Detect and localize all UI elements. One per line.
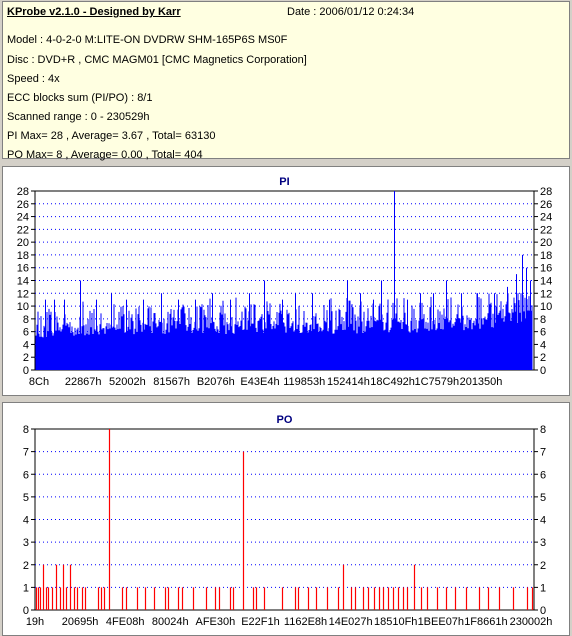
app-title: KProbe v2.1.0 - Designed by Karr (7, 6, 181, 18)
info-model: Model : 4-0-2-0 M:LITE-ON DVDRW SHM-165P… (7, 34, 288, 46)
po-ytick-label-left: 1 (23, 582, 29, 594)
po-xtick-label: 14E027h (329, 616, 373, 628)
disc-info-panel: KProbe v2.1.0 - Designed by Karr Date : … (2, 1, 570, 161)
pi-ytick-label-right: 20 (540, 237, 552, 249)
pi-ytick-label-left: 20 (17, 237, 29, 249)
pi-ytick-label-left: 18 (17, 250, 29, 262)
info-speed: Speed : 4x (7, 73, 60, 85)
po-ytick-label-right: 1 (540, 582, 546, 594)
po-xtick-label: 19h (26, 616, 44, 628)
pi-xtick-label: 18C492h (370, 376, 415, 388)
po-chart-panel: PO 0 0 1 1 2 2 3 3 4 4 5 5 6 6 7 7 8 8 19h 20695h 4FE08h 80024… (2, 402, 570, 636)
info-po-stats: PO Max= 8 , Average= 0.00 , Total= 404 (7, 149, 203, 161)
pi-ytick-label-left: 8 (23, 314, 29, 326)
po-xtick-label: 4FE08h (106, 616, 145, 628)
po-xtick-label: 80024h (152, 616, 189, 628)
po-xtick-label: 18510Fh (374, 616, 417, 628)
pi-xtick-label: E43E4h (240, 376, 279, 388)
po-ytick-label-right: 0 (540, 605, 546, 617)
pi-ytick-label-left: 2 (23, 352, 29, 364)
pi-xtick-label: 119853h (283, 376, 325, 388)
pi-ytick-label-left: 22 (17, 224, 29, 236)
po-ytick-label-left: 0 (23, 605, 29, 617)
pi-ytick-label-right: 16 (540, 263, 552, 275)
pi-ytick-label-right: 12 (540, 288, 552, 300)
po-ytick-label-left: 4 (23, 515, 29, 527)
po-ytick-label-right: 7 (540, 447, 546, 459)
pi-ytick-label-right: 24 (540, 212, 552, 224)
po-ytick-label-left: 6 (23, 469, 29, 481)
po-xtick-label: E22F1h (241, 616, 280, 628)
pi-chart-panel: PI 0 0 2 2 4 4 6 6 8 8 10 10 12 12 14 14 16 16 18 18 20 20 22 22… (2, 166, 570, 396)
pi-ytick-label-right: 18 (540, 250, 552, 262)
pi-ytick-label-right: 22 (540, 224, 552, 236)
pi-ytick-label-left: 10 (17, 301, 29, 313)
pi-ytick-label-right: 26 (540, 199, 552, 211)
po-xtick-label: 230002h (510, 616, 553, 628)
pi-ytick-label-right: 28 (540, 186, 552, 198)
pi-xtick-label: 22867h (65, 376, 102, 388)
po-chart-title: PO (277, 414, 293, 426)
pi-ytick-label-left: 12 (17, 288, 29, 300)
pi-xtick-label: 1C7579h (414, 376, 459, 388)
po-ytick-label-left: 8 (23, 424, 29, 436)
po-ytick-label-right: 5 (540, 492, 546, 504)
pi-xtick-label: 152414h (327, 376, 370, 388)
pi-xtick-label: 52002h (109, 376, 146, 388)
pi-ytick-label-left: 24 (17, 212, 29, 224)
pi-ytick-label-left: 4 (23, 339, 29, 351)
pi-ytick-label-left: 14 (17, 276, 29, 288)
po-ytick-label-left: 5 (23, 492, 29, 504)
po-plot-area (34, 428, 535, 611)
pi-ytick-label-right: 0 (540, 365, 546, 377)
info-disc: Disc : DVD+R , CMC MAGM01 [CMC Magnetics… (7, 54, 307, 66)
pi-chart-title: PI (279, 176, 289, 188)
po-xtick-label: 20695h (62, 616, 99, 628)
po-ytick-label-left: 2 (23, 560, 29, 572)
pi-ytick-label-left: 26 (17, 199, 29, 211)
info-scanned-range: Scanned range : 0 - 230529h (7, 111, 150, 123)
pi-ytick-label-left: 0 (23, 365, 29, 377)
po-ytick-label-right: 6 (540, 469, 546, 481)
scan-date: Date : 2006/01/12 0:24:34 (287, 6, 415, 18)
po-ytick-label-right: 4 (540, 515, 546, 527)
info-pi-stats: PI Max= 28 , Average= 3.67 , Total= 6313… (7, 130, 216, 142)
po-xtick-label: AFE30h (195, 616, 235, 628)
pi-ytick-label-right: 10 (540, 301, 552, 313)
pi-xtick-label: B2076h (197, 376, 235, 388)
po-ytick-label-right: 3 (540, 537, 546, 549)
po-ytick-label-right: 2 (540, 560, 546, 572)
pi-ytick-label-left: 16 (17, 263, 29, 275)
pi-ytick-label-right: 14 (540, 276, 552, 288)
pi-ytick-label-left: 6 (23, 327, 29, 339)
po-xtick-label: 1F8661h (464, 616, 507, 628)
pi-xtick-label: 8Ch (29, 376, 49, 388)
po-ytick-label-left: 3 (23, 537, 29, 549)
po-chart: PO 0 0 1 1 2 2 3 3 4 4 5 5 6 6 7 7 8 8 19h 20695h 4FE08h 80024… (23, 414, 553, 628)
pi-xtick-label: 81567h (153, 376, 190, 388)
pi-ytick-label-right: 6 (540, 327, 546, 339)
pi-xtick-label: 201350h (460, 376, 503, 388)
pi-ytick-label-left: 28 (17, 186, 29, 198)
pi-ytick-label-right: 2 (540, 352, 546, 364)
pi-ytick-label-right: 4 (540, 339, 546, 351)
po-xtick-label: 1BEE07h (418, 616, 464, 628)
po-ytick-label-right: 8 (540, 424, 546, 436)
po-ytick-label-left: 7 (23, 447, 29, 459)
po-xtick-label: 1162E8h (284, 616, 327, 628)
pi-ytick-label-right: 8 (540, 314, 546, 326)
info-ecc-sum: ECC blocks sum (PI/PO) : 8/1 (7, 92, 153, 104)
